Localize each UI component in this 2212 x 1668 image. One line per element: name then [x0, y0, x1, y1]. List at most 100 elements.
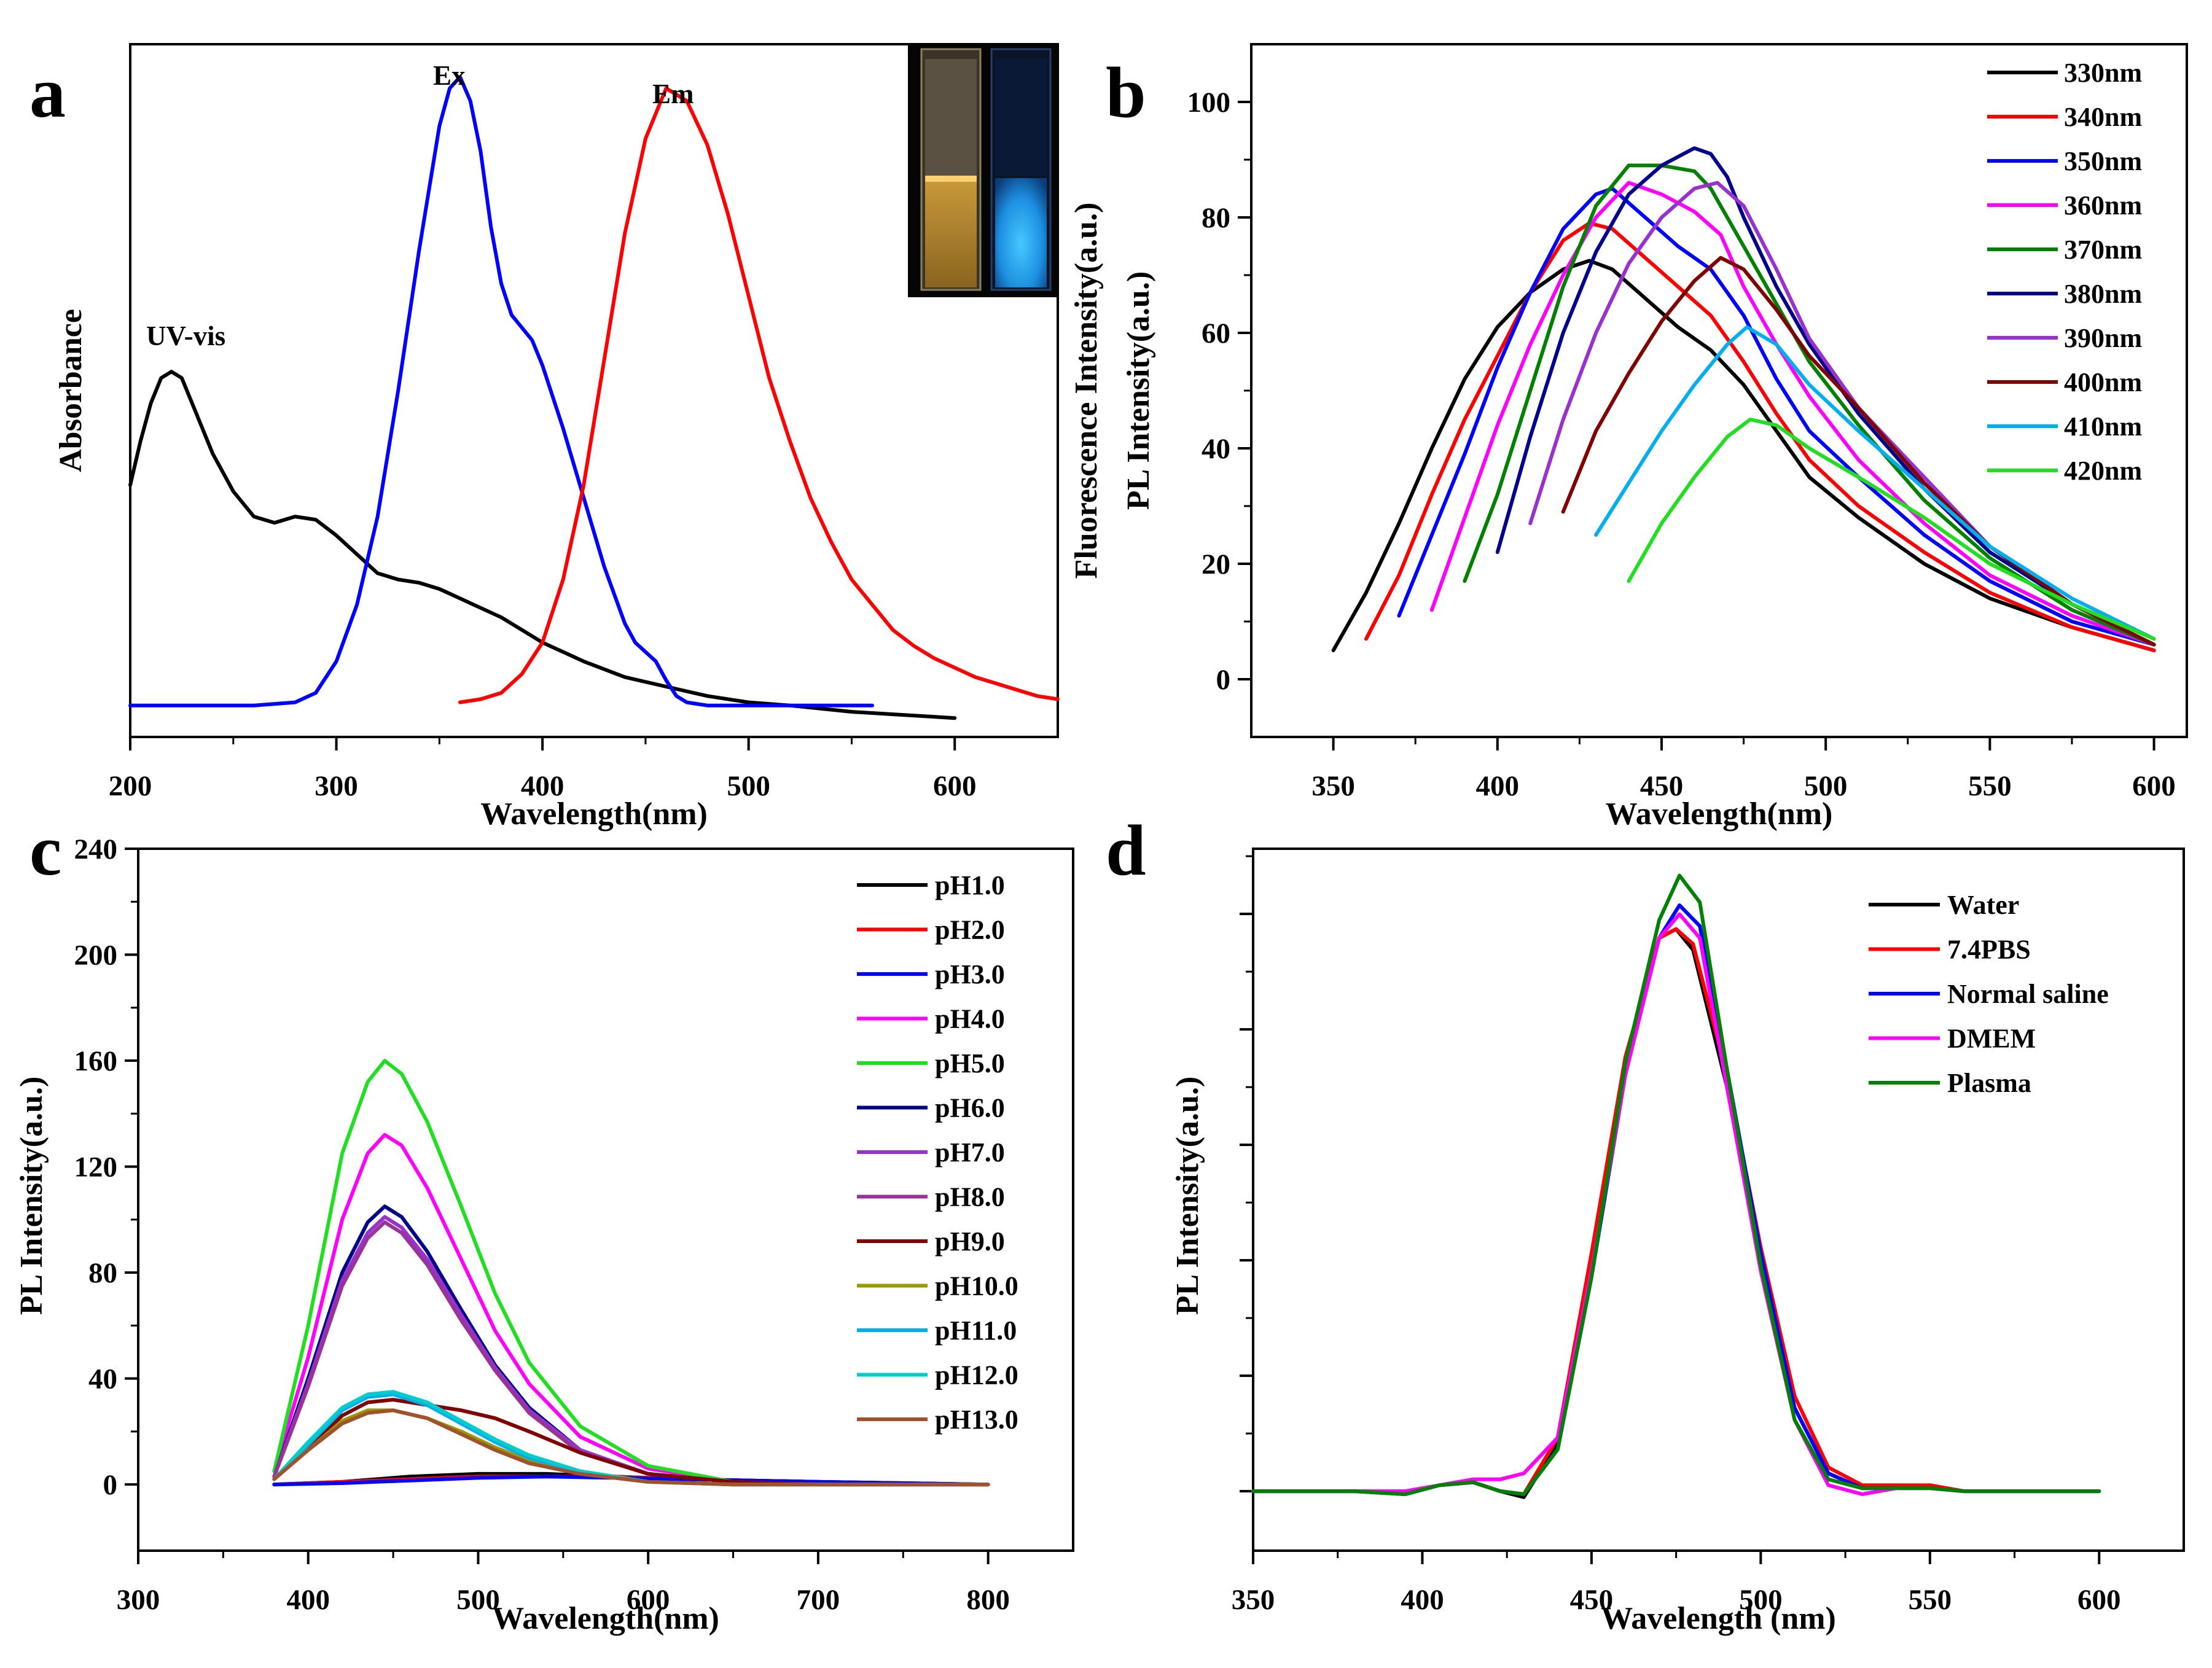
- y-tick-label: 20: [1202, 548, 1230, 580]
- plot-frame: [129, 43, 1059, 738]
- y-axis-title-secondary: PL Intensity(a.u.): [1121, 271, 1156, 510]
- y-tick-label: 200: [74, 940, 118, 972]
- series-line-350nm: [1397, 187, 2156, 647]
- panel-letter: b: [1106, 52, 1146, 133]
- legend-label: pH9.0: [935, 1226, 1005, 1257]
- x-tick-label: 800: [966, 1584, 1010, 1616]
- annotation-em: Em: [652, 79, 694, 109]
- panel-b: 350 400 450 500 550 600 0 20 40 60 80 100 b Wavelengt…: [1069, 43, 2188, 832]
- x-tick-label: 500: [1804, 770, 1848, 802]
- cuvette-right-glass: [995, 59, 1047, 176]
- legend-label: Water: [1947, 890, 2019, 920]
- y-axis-title: Fluorescence Intensity(a.u.): [1069, 203, 1104, 579]
- x-tick-label: 550: [1968, 770, 2012, 802]
- series-line-ph9-0: [272, 1398, 990, 1487]
- legend-label: pH5.0: [935, 1048, 1005, 1078]
- meniscus-highlight: [925, 176, 977, 182]
- y-tick-label: 0: [1216, 664, 1231, 696]
- legend-label: 410nm: [2064, 411, 2142, 442]
- legend-label: pH7.0: [935, 1137, 1005, 1167]
- legend-label: Plasma: [1947, 1068, 2031, 1098]
- series-line-420nm: [1627, 418, 2156, 641]
- legend-label: 7.4PBS: [1947, 935, 2031, 965]
- legend-label: pH6.0: [935, 1093, 1005, 1123]
- series-line-plasma: [1251, 873, 2101, 1496]
- legend-label: 390nm: [2064, 323, 2142, 353]
- legend: pH1.0 pH2.0 pH3.0 pH4.0 pH5.0 pH6.0 pH7.0 pH8.0…: [857, 870, 1018, 1435]
- x-tick-label: 350: [1232, 1584, 1275, 1616]
- legend-label: pH2.0: [935, 915, 1005, 945]
- y-axis-title: Absorbance: [53, 309, 88, 472]
- legend-label: 380nm: [2064, 279, 2142, 309]
- panel-letter: a: [29, 52, 66, 133]
- blue-fluorescent-solution: [995, 178, 1047, 287]
- y-tick-label: 120: [74, 1152, 118, 1183]
- y-tick-label: 100: [1187, 87, 1231, 119]
- x-tick-label: 500: [1739, 1584, 1783, 1616]
- cuvette-left-glass: [925, 59, 977, 176]
- x-tick-label: 600: [627, 1584, 670, 1616]
- x-tick-label: 400: [1476, 770, 1520, 802]
- legend-label: pH10.0: [935, 1271, 1018, 1301]
- annotation-uv-vis: UV-vis: [146, 321, 225, 351]
- y-tick-label: 160: [74, 1045, 118, 1077]
- y-tick-label: 40: [88, 1363, 117, 1395]
- x-tick-label: 600: [2077, 1584, 2121, 1616]
- x-axis-title: Wavelength(nm): [1606, 797, 1833, 832]
- x-axis-title: Wavelength(nm): [492, 1601, 719, 1636]
- x-tick-label: 450: [1570, 1584, 1614, 1616]
- legend-label: DMEM: [1947, 1024, 2036, 1054]
- series-line-ph5-0: [272, 1059, 990, 1487]
- x-tick-label: 450: [1640, 770, 1684, 802]
- x-tick-label: 500: [727, 770, 770, 802]
- y-tick-label: 80: [1202, 202, 1230, 234]
- series-line-370nm: [1463, 163, 2156, 647]
- plot-frame: [137, 848, 1074, 1552]
- legend-label: Normal saline: [1947, 979, 2109, 1009]
- x-tick-label: 700: [797, 1584, 840, 1616]
- x-tick-label: 550: [1909, 1584, 1952, 1616]
- series-line-uv-vis: [128, 370, 957, 720]
- inset-photo: [908, 44, 1058, 297]
- series-line-ph13-0: [272, 1408, 990, 1487]
- x-tick-label: 400: [1401, 1584, 1444, 1616]
- legend-label: 360nm: [2064, 190, 2142, 220]
- series-line-ex: [128, 75, 874, 707]
- series-line-ph3-0: [272, 1475, 990, 1487]
- legend-label: pH3.0: [935, 959, 1005, 989]
- series-line-410nm: [1594, 325, 2156, 641]
- legend-label: pH12.0: [935, 1360, 1018, 1390]
- x-tick-label: 600: [2132, 770, 2176, 802]
- annotation-ex: Ex: [433, 60, 466, 91]
- y-tick-label: 40: [1202, 433, 1230, 465]
- panel-letter: d: [1106, 810, 1146, 891]
- legend-label: 330nm: [2064, 58, 2142, 88]
- x-tick-label: 400: [521, 770, 565, 802]
- x-tick-label: 300: [117, 1584, 160, 1616]
- plot-frame: [1252, 848, 2185, 1552]
- y-axis-title: PL Intensity(a.u.): [1170, 1077, 1205, 1315]
- x-axis-title: Wavelength (nm): [1601, 1601, 1836, 1636]
- legend-label: 400nm: [2064, 367, 2142, 397]
- legend-label: pH1.0: [935, 870, 1005, 900]
- y-tick-label: 60: [1202, 318, 1230, 349]
- panel-a: 200 300 400 500 600 a Wavelength(nm) Absorbance…: [29, 43, 1060, 832]
- legend-label: 340nm: [2064, 102, 2142, 132]
- y-tick-label: 240: [74, 833, 118, 865]
- legend-label: pH4.0: [935, 1004, 1005, 1034]
- legend-label: 350nm: [2064, 146, 2142, 176]
- legend-label: pH8.0: [935, 1182, 1005, 1212]
- x-tick-label: 500: [456, 1584, 500, 1616]
- panel-c: 300 400 500 600 700 800 0 40 80 120 160 200 240 c Wave…: [14, 810, 1074, 1636]
- legend-label: 370nm: [2064, 235, 2142, 265]
- panel-letter: c: [29, 810, 61, 891]
- legend: 330nm 340nm 350nm 360nm 370nm 380nm 390nm 400nm…: [1987, 58, 2142, 486]
- legend-label: pH13.0: [935, 1405, 1018, 1435]
- x-axis-title: Wavelength(nm): [480, 797, 708, 832]
- series-line-360nm: [1429, 181, 2156, 647]
- x-tick-label: 400: [286, 1584, 330, 1616]
- yellow-solution: [925, 178, 977, 287]
- series-line-330nm: [1331, 259, 2156, 652]
